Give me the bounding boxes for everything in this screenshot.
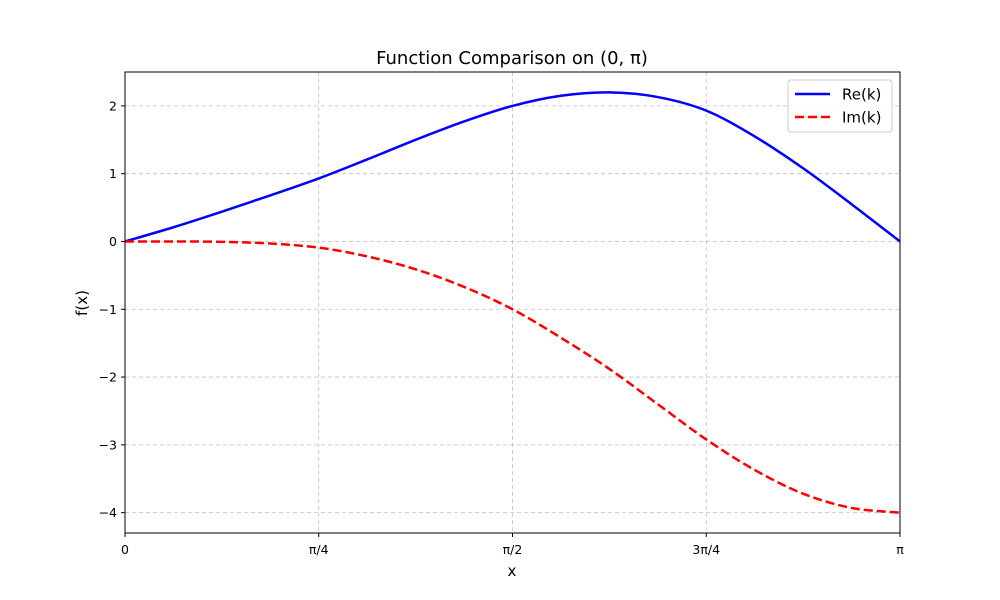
y-tick-label: −3 xyxy=(99,437,117,452)
axis-ticks: 0 π/4 π/2 3π/4 π 2 1 0 −1 −2 −3 −4 xyxy=(99,98,905,557)
chart-title: Function Comparison on (0, π) xyxy=(376,48,648,69)
legend-label: Re(k) xyxy=(842,86,881,104)
y-tick-label: −2 xyxy=(99,370,117,385)
y-tick-label: 2 xyxy=(109,98,117,113)
x-tick-label: π/4 xyxy=(309,542,329,557)
x-axis-label: x xyxy=(508,562,517,580)
y-tick-label: 1 xyxy=(109,166,117,181)
y-tick-label: −4 xyxy=(99,505,117,520)
x-tick-label: π/2 xyxy=(503,542,523,557)
y-tick-label: 0 xyxy=(109,234,117,249)
series-line-im-k xyxy=(124,240,901,514)
plot-frame xyxy=(124,71,901,534)
legend-label: Im(k) xyxy=(842,109,881,127)
x-tick-label: 3π/4 xyxy=(692,542,720,557)
x-tick-label: 0 xyxy=(121,542,129,557)
y-axis-label: f(x) xyxy=(73,290,91,316)
x-tick-label: π xyxy=(896,542,904,557)
series-line-re-k xyxy=(124,91,901,243)
series-lines xyxy=(124,91,901,514)
grid-lines xyxy=(124,72,901,533)
y-tick-label: −1 xyxy=(99,302,117,317)
legend: Re(k) Im(k) xyxy=(787,79,893,133)
